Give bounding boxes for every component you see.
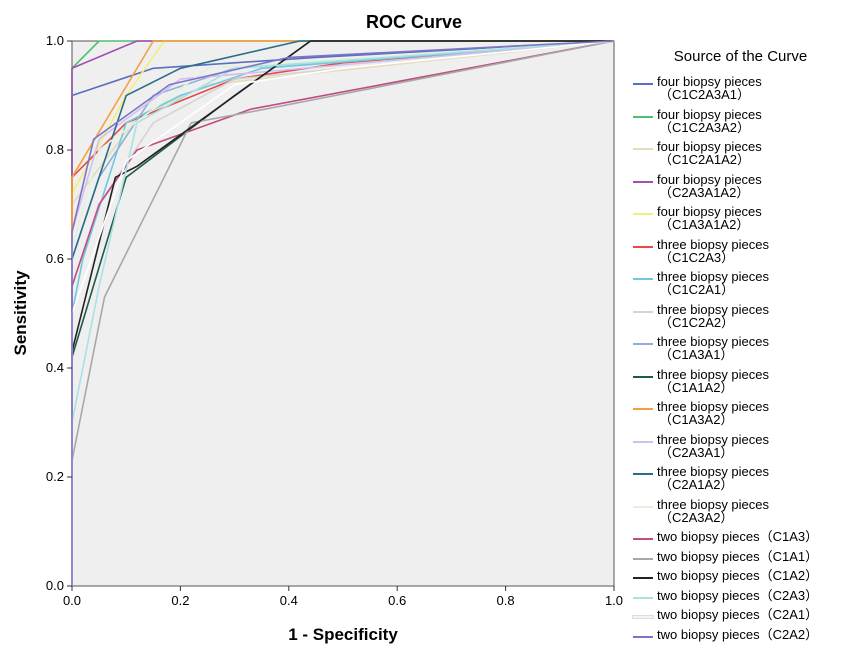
legend-swatch [633,597,653,599]
legend-label-line1: two biopsy pieces（C2A2） [657,627,818,642]
legend-label-line2: （C1A3A1A2） [657,218,762,231]
legend-label: four biopsy pieces（C1C2A3A2） [657,108,762,134]
legend-label: four biopsy pieces（C1C2A3A1） [657,75,762,101]
legend-label: three biopsy pieces（C2A1A2） [657,465,769,491]
legend-label-line1: two biopsy pieces（C1A2） [657,568,818,583]
legend-swatch [633,473,653,475]
legend-label: two biopsy pieces（C1A1） [657,550,818,563]
legend-label: two biopsy pieces（C2A2） [657,628,818,641]
legend-label: four biopsy pieces（C2A3A1A2） [657,173,762,199]
x-tick-label: 0.8 [497,593,515,608]
legend-swatch [633,213,653,215]
legend-swatch [633,311,653,313]
legend-label-line2: （C1C2A2） [657,316,769,329]
legend-label: two biopsy pieces（C2A1） [657,608,818,621]
legend-swatch [633,83,653,85]
legend-label: two biopsy pieces（C2A3） [657,589,818,602]
legend-title: Source of the Curve [643,48,838,65]
x-tick-label: 0.2 [171,593,189,608]
x-tick-label: 0.0 [63,593,81,608]
y-axis-label: Sensitivity [11,270,30,356]
legend-swatch [633,246,653,248]
legend-item: three biopsy pieces（C1A3A1） [633,335,838,368]
y-tick-label: 0.0 [46,578,64,593]
x-tick-label: 0.6 [388,593,406,608]
legend-item: three biopsy pieces（C2A3A2） [633,498,838,531]
legend-label: three biopsy pieces（C1C2A2） [657,303,769,329]
y-tick-label: 0.2 [46,469,64,484]
legend-swatch [633,148,653,150]
legend-swatch [633,343,653,345]
legend-swatch [633,538,653,540]
legend-label: three biopsy pieces（C1C2A1） [657,270,769,296]
legend-label-line2: （C2A1A2） [657,478,769,491]
legend-label: four biopsy pieces（C1C2A1A2） [657,140,762,166]
legend-swatch [633,636,653,638]
legend-label: three biopsy pieces（C1A3A2） [657,400,769,426]
legend-item: three biopsy pieces（C1C2A3） [633,238,838,271]
legend-swatch [633,558,653,560]
legend-item: three biopsy pieces（C1A1A2） [633,368,838,401]
legend-item: two biopsy pieces（C1A3） [633,530,838,550]
y-tick-label: 0.4 [46,360,64,375]
legend-item: two biopsy pieces（C2A2） [633,628,838,647]
legend-item: three biopsy pieces（C1A3A2） [633,400,838,433]
legend-item: three biopsy pieces（C1C2A2） [633,303,838,336]
legend-label-line2: （C1C2A3A1） [657,88,762,101]
legend-label: two biopsy pieces（C1A2） [657,569,818,582]
y-tick-label: 1.0 [46,33,64,48]
legend-label-line2: （C2A3A1A2） [657,186,762,199]
legend-label: three biopsy pieces（C1C2A3） [657,238,769,264]
legend-label-line2: （C1A3A1） [657,348,769,361]
legend-label: two biopsy pieces（C1A3） [657,530,818,543]
legend-label: three biopsy pieces（C1A3A1） [657,335,769,361]
legend-label: four biopsy pieces（C1A3A1A2） [657,205,762,231]
legend-swatch [633,441,653,443]
legend-label-line2: （C2A3A2） [657,511,769,524]
legend-label-line2: （C1C2A3A2） [657,121,762,134]
legend-item: three biopsy pieces（C2A1A2） [633,465,838,498]
legend-swatch [633,408,653,410]
legend: Source of the Curve four biopsy pieces（C… [633,48,838,647]
x-tick-label: 0.4 [280,593,298,608]
legend-item: two biopsy pieces（C1A1） [633,550,838,570]
legend-label-line2: （C2A3A1） [657,446,769,459]
chart-title: ROC Curve [366,12,462,32]
legend-swatch [633,577,653,579]
legend-item: four biopsy pieces（C1C2A3A1） [633,75,838,108]
legend-label-line1: two biopsy pieces（C1A1） [657,549,818,564]
legend-swatch [633,506,653,508]
legend-label-line2: （C1C2A1） [657,283,769,296]
legend-label-line2: （C1A1A2） [657,381,769,394]
x-tick-label: 1.0 [605,593,623,608]
legend-swatch [633,181,653,183]
legend-item: two biopsy pieces（C2A1） [633,608,838,628]
legend-swatch [633,116,653,118]
legend-label: three biopsy pieces（C2A3A1） [657,433,769,459]
legend-item: two biopsy pieces（C2A3） [633,589,838,609]
y-tick-label: 0.6 [46,251,64,266]
legend-item: four biopsy pieces（C1C2A3A2） [633,108,838,141]
legend-swatch [633,376,653,378]
legend-items: four biopsy pieces（C1C2A3A1） four biopsy … [633,75,838,647]
legend-label-line1: two biopsy pieces（C1A3） [657,529,818,544]
legend-label-line1: two biopsy pieces（C2A3） [657,588,818,603]
legend-label-line2: （C1A3A2） [657,413,769,426]
legend-item: three biopsy pieces（C2A3A1） [633,433,838,466]
legend-label: three biopsy pieces（C1A1A2） [657,368,769,394]
legend-swatch [633,616,653,618]
legend-label-line1: two biopsy pieces（C2A1） [657,607,818,622]
legend-label: three biopsy pieces（C2A3A2） [657,498,769,524]
legend-swatch [633,278,653,280]
legend-label-line2: （C1C2A3） [657,251,769,264]
legend-item: four biopsy pieces（C1A3A1A2） [633,205,838,238]
legend-item: four biopsy pieces（C2A3A1A2） [633,173,838,206]
legend-item: two biopsy pieces（C1A2） [633,569,838,589]
legend-item: four biopsy pieces（C1C2A1A2） [633,140,838,173]
y-tick-label: 0.8 [46,142,64,157]
legend-label-line2: （C1C2A1A2） [657,153,762,166]
x-axis-label: 1 - Specificity [288,625,398,644]
legend-item: three biopsy pieces（C1C2A1） [633,270,838,303]
